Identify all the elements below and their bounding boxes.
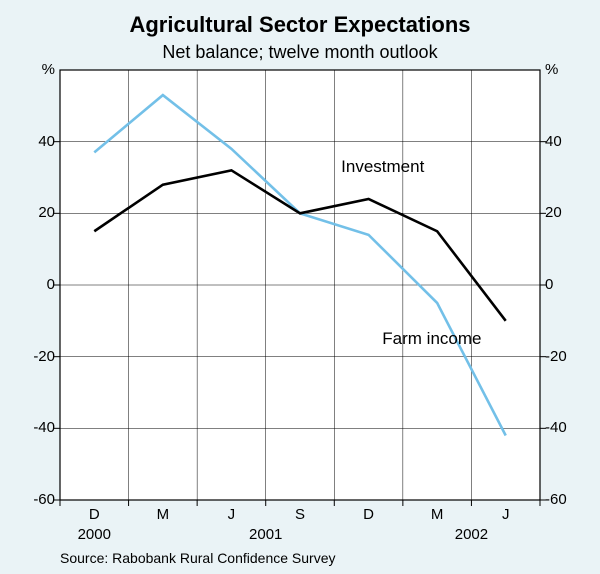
- y-axis-tick-right: -40: [545, 419, 595, 436]
- y-axis-tick-left: 20: [5, 204, 55, 221]
- x-axis-tick: J: [486, 506, 526, 523]
- chart-subtitle: Net balance; twelve month outlook: [0, 42, 600, 63]
- x-axis-tick: M: [417, 506, 457, 523]
- x-axis-tick: S: [280, 506, 320, 523]
- x-axis-tick: D: [74, 506, 114, 523]
- chart-title: Agricultural Sector Expectations: [0, 12, 600, 38]
- y-axis-unit-right: %: [545, 61, 595, 78]
- x-axis-tick: M: [143, 506, 183, 523]
- y-axis-tick-left: -20: [5, 348, 55, 365]
- x-axis-tick: J: [211, 506, 251, 523]
- x-axis-year: 2000: [54, 526, 134, 543]
- y-axis-tick-left: -60: [5, 491, 55, 508]
- y-axis-tick-right: -20: [545, 348, 595, 365]
- y-axis-tick-left: 40: [5, 133, 55, 150]
- y-axis-tick-right: -60: [545, 491, 595, 508]
- y-axis-tick-left: 0: [5, 276, 55, 293]
- x-axis-tick: D: [349, 506, 389, 523]
- y-axis-tick-right: 40: [545, 133, 595, 150]
- x-axis-year: 2002: [431, 526, 511, 543]
- x-axis-year: 2001: [226, 526, 306, 543]
- y-axis-tick-left: -40: [5, 419, 55, 436]
- y-axis-unit-left: %: [5, 61, 55, 78]
- chart-svg: [60, 70, 540, 500]
- y-axis-tick-right: 20: [545, 204, 595, 221]
- y-axis-tick-right: 0: [545, 276, 595, 293]
- plot-area: [60, 70, 540, 500]
- chart-source: Source: Rabobank Rural Confidence Survey: [60, 550, 336, 566]
- chart-wrapper: Agricultural Sector Expectations Net bal…: [0, 0, 600, 574]
